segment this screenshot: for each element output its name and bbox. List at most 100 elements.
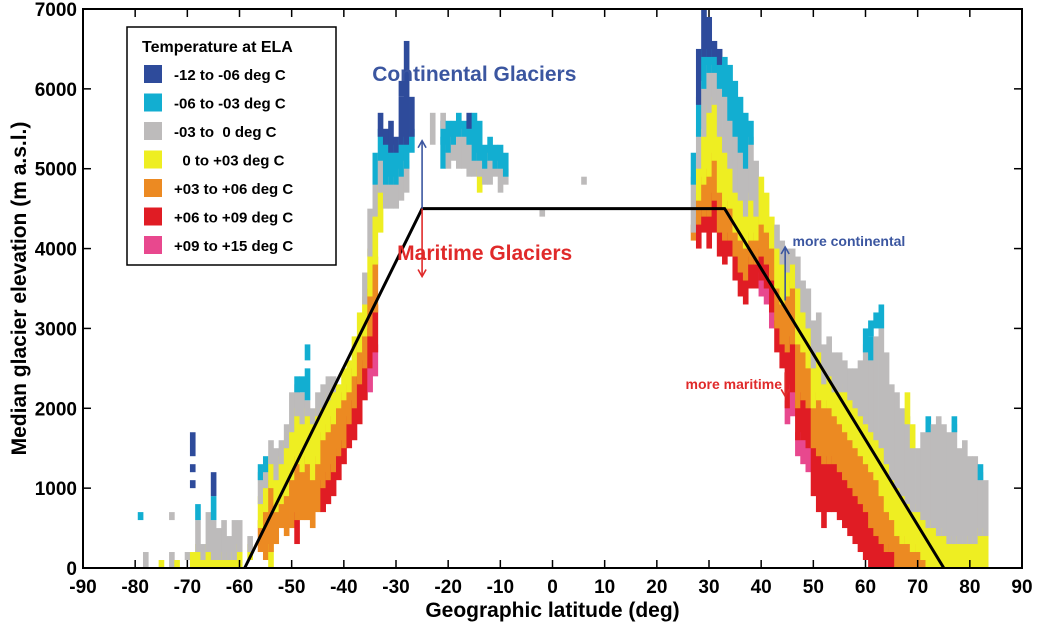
heatmap-cell: [732, 184, 739, 233]
heatmap-cell: [388, 144, 394, 185]
heatmap-cell: [388, 176, 394, 209]
x-tick-label: 50: [803, 577, 824, 598]
heatmap-cell: [711, 48, 718, 73]
heatmap-cell: [967, 536, 973, 568]
heatmap-cell: [461, 128, 467, 169]
heatmap-cell: [445, 144, 452, 169]
heatmap-cell: [189, 480, 196, 489]
heatmap-cell: [299, 392, 306, 425]
heatmap-cell: [382, 176, 389, 209]
heatmap-cell: [977, 472, 984, 537]
heatmap-cell: [868, 336, 874, 361]
heatmap-cell: [774, 280, 780, 329]
heatmap-cell: [722, 56, 728, 97]
heatmap-cell: [768, 216, 775, 249]
heatmap-cell: [753, 208, 759, 241]
heatmap-cell: [727, 112, 733, 169]
y-axis-label: Median glacier elevation (m a.s.l.): [8, 122, 31, 456]
heatmap-cell: [325, 392, 332, 433]
legend-entry: 0 to +03 deg C: [144, 150, 285, 170]
heatmap-cell: [304, 344, 311, 361]
heatmap-cell: [341, 368, 347, 401]
heatmap-cell: [737, 96, 744, 153]
heatmap-cell: [268, 544, 274, 568]
heatmap-cell: [346, 360, 353, 393]
heatmap-cell: [831, 352, 838, 393]
legend-label: -06 to -03 deg C: [174, 96, 286, 113]
x-tick-label: -10: [487, 577, 514, 598]
heatmap-cell: [695, 216, 702, 249]
heatmap-cell: [325, 376, 332, 401]
heatmap-cell: [690, 176, 697, 233]
heatmap-cell: [857, 496, 864, 553]
heatmap-cell: [737, 144, 744, 201]
y-tick-label: 2000: [35, 399, 77, 420]
boundary-polyline: [243, 207, 946, 569]
heatmap-cell: [732, 248, 739, 281]
heatmap-cell: [868, 320, 874, 337]
heatmap-cell: [236, 544, 243, 568]
heatmap-cell: [695, 48, 702, 105]
heatmap-cell: [497, 160, 504, 193]
annotation-label: Continental Glaciers: [372, 63, 576, 86]
heatmap-cell: [962, 440, 968, 545]
heatmap-cell: [372, 344, 379, 377]
heatmap-cell: [398, 168, 405, 201]
heatmap-cell: [789, 256, 796, 289]
heatmap-cell: [883, 544, 890, 568]
heatmap-cell: [784, 264, 791, 297]
heatmap-cell: [768, 272, 775, 313]
heatmap-cell: [789, 248, 796, 265]
heatmap-cell: [403, 136, 410, 169]
heatmap-cell: [466, 136, 473, 177]
heatmap-cell: [742, 272, 749, 305]
x-tick-label: 60: [855, 577, 876, 598]
heatmap-cell: [753, 256, 759, 289]
heatmap-cell: [862, 344, 869, 425]
heatmap-cell: [847, 480, 853, 537]
heatmap-cell: [362, 328, 368, 369]
y-tick-label: 0: [66, 559, 77, 580]
heatmap-cell: [716, 128, 723, 193]
heatmap-cell: [169, 512, 175, 521]
heatmap-cell: [941, 424, 947, 537]
legend-entry: +06 to +09 deg C: [144, 207, 293, 227]
heatmap-cell: [304, 368, 311, 401]
heatmap-cell: [466, 120, 473, 145]
heatmap-cell: [701, 208, 707, 233]
heatmap-cell: [795, 336, 801, 409]
heatmap-cell: [330, 376, 337, 393]
heatmap-cell: [476, 120, 483, 161]
heatmap-cell: [205, 544, 212, 568]
heatmap-cell: [847, 432, 853, 489]
heatmap-cell: [200, 552, 206, 568]
heatmap-cell: [852, 368, 859, 409]
x-tick-label: -50: [278, 577, 305, 598]
heatmap-cell: [883, 504, 890, 553]
heatmap-cell: [904, 416, 911, 505]
legend-label: +03 to +06 deg C: [174, 181, 293, 198]
heatmap-cell: [727, 64, 733, 121]
heatmap-cell: [210, 496, 217, 521]
annotation-arrow: [417, 139, 427, 209]
legend-swatch: [144, 65, 162, 83]
heatmap-cell: [774, 320, 780, 353]
heatmap-cell: [946, 432, 952, 545]
heatmap-cell: [257, 464, 264, 481]
legend-entry: +03 to +06 deg C: [144, 179, 293, 198]
x-tick-label: 90: [1011, 577, 1032, 598]
heatmap-cell: [706, 48, 713, 73]
heatmap-cell: [325, 424, 332, 481]
heatmap-cell: [758, 216, 765, 257]
heatmap-cell: [440, 136, 446, 169]
heatmap-cell: [800, 344, 806, 401]
legend-swatch: [144, 207, 162, 226]
heatmap-cell: [967, 456, 973, 545]
heatmap-cell: [951, 424, 958, 545]
heatmap-cell: [763, 224, 770, 265]
heatmap-cell: [789, 280, 796, 345]
x-tick-label: -70: [174, 577, 201, 598]
legend-entries: -12 to -06 deg C -06 to -03 deg C -03 to 0…: [144, 65, 293, 255]
heatmap-cell: [309, 408, 316, 425]
heatmap-cell: [768, 304, 775, 329]
